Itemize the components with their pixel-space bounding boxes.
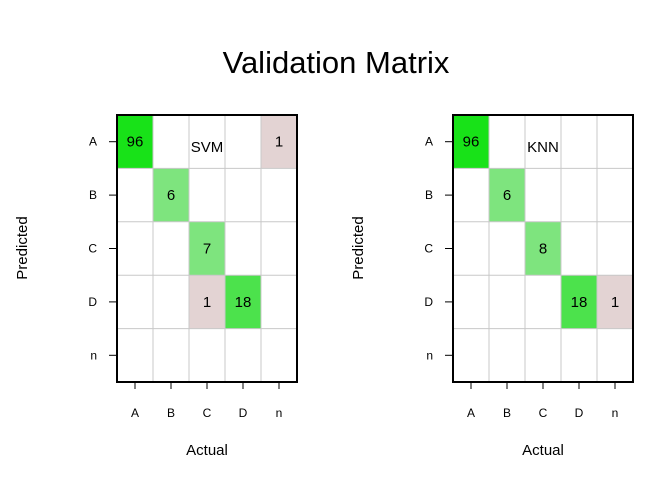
svm-cell-A-n — [261, 115, 297, 169]
knn-cell-C-C — [525, 221, 561, 276]
knn-cell-value-D-D: 18 — [571, 294, 588, 311]
knn-cell-A-A — [453, 115, 489, 169]
knn-x-tick-label: B — [503, 406, 511, 420]
knn-cell-value-A-A: 96 — [463, 134, 480, 151]
svm-panel-name: SVM — [191, 139, 224, 156]
svm-y-tick-label: n — [90, 348, 97, 362]
svm-y-tick-label: C — [88, 242, 97, 256]
svm-y-tick-label: A — [89, 135, 97, 149]
svm-cell-value-A-n: 1 — [275, 134, 283, 151]
knn-cell-D-n — [597, 275, 633, 329]
knn-panel-name: KNN — [527, 139, 559, 156]
knn-y-axis-title: Predicted — [350, 216, 367, 279]
knn-cell-B-B — [489, 168, 525, 222]
svm-x-tick-label: C — [203, 406, 212, 420]
knn-y-tick-label: D — [424, 295, 433, 309]
svm-cell-value-D-C: 1 — [203, 294, 211, 311]
svm-x-tick-label: B — [167, 406, 175, 420]
knn-y-tick-label: B — [425, 188, 433, 202]
knn-y-tick-label: C — [424, 242, 433, 256]
svm-x-tick-label: D — [239, 406, 248, 420]
svm-grid — [116, 114, 298, 383]
svm-y-tick-label: D — [88, 295, 97, 309]
knn-x-tick-label: n — [612, 406, 619, 420]
svm-x-tick-label: n — [276, 406, 283, 420]
knn-cell-value-D-n: 1 — [611, 294, 619, 311]
knn-x-tick-label: C — [539, 406, 548, 420]
knn-y-axis: A B C Dn — [424, 135, 453, 362]
svm-cell-value-D-D: 18 — [235, 294, 252, 311]
svm-y-tick-label: B — [89, 188, 97, 202]
svm-cell-value-C-C: 7 — [203, 241, 211, 258]
knn-y-tick-label: A — [425, 135, 433, 149]
svm-cell-A-A — [117, 115, 153, 169]
svm-x-tick-label: A — [131, 406, 139, 420]
svm-cell-value-B-B: 6 — [167, 187, 175, 204]
knn-x-tick-label: A — [467, 406, 475, 420]
svm-cell-C-C — [189, 221, 225, 276]
svm-y-axis: A B C Dn — [88, 135, 117, 362]
svm-cell-value-A-A: 96 — [127, 134, 144, 151]
knn-cell-value-C-C: 8 — [539, 241, 547, 258]
svm-cell-D-D — [225, 275, 261, 329]
svm-cell-B-B — [153, 168, 189, 222]
knn-cell-value-B-B: 6 — [503, 187, 511, 204]
chart-title: Validation Matrix — [223, 45, 450, 80]
svm-x-axis-title: Actual — [186, 442, 228, 459]
knn-cell-D-D — [561, 275, 597, 329]
knn-x-axis-title: Actual — [522, 442, 564, 459]
svm-y-axis-title: Predicted — [14, 216, 31, 279]
knn-y-tick-label: n — [426, 348, 433, 362]
svm-cell-D-C — [189, 275, 225, 329]
knn-x-tick-label: D — [575, 406, 584, 420]
knn-cells: 96 6 8 18 1 — [453, 115, 633, 329]
svm-cells: 96 1 6 7 1 18 — [117, 115, 297, 329]
